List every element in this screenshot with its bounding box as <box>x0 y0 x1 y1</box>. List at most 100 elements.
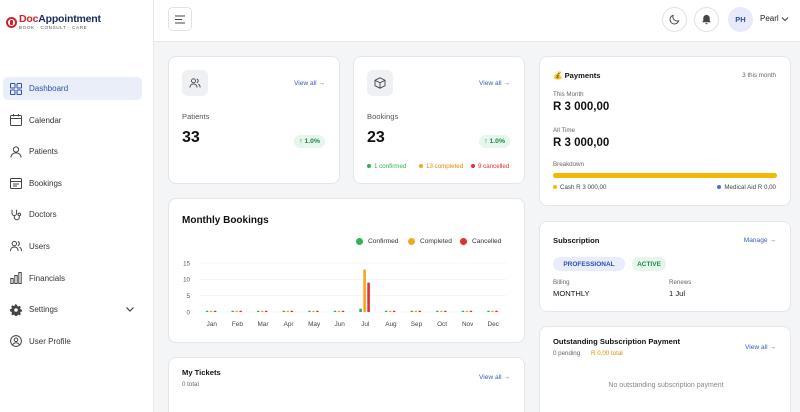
bookings-view-all-link[interactable]: View all → <box>478 80 510 87</box>
x-tick-label: Aug <box>385 321 397 328</box>
x-tick-label: Sep <box>411 321 423 328</box>
tickets-title: My Tickets <box>182 368 221 377</box>
sidebar-item-users[interactable]: Users <box>3 235 142 258</box>
bar-cancelled-apr <box>290 310 294 312</box>
this-month-label: This Month <box>553 91 584 98</box>
x-tick-label: Dec <box>488 321 500 328</box>
sidebar-item-label: Users <box>29 241 50 251</box>
sidebar-item-patients[interactable]: Patients <box>3 140 142 163</box>
sidebar-item-label: Financials <box>29 273 66 283</box>
sidebar-item-calendar[interactable]: Calendar <box>3 109 142 132</box>
chevron-down-icon <box>126 307 134 313</box>
this-month-value: R 3 000,00 <box>553 101 610 113</box>
bar-cancelled-aug <box>392 310 396 312</box>
legend-completed: Completed <box>408 238 452 245</box>
bar-cancelled-jun <box>341 310 345 312</box>
calendar-icon <box>10 114 22 127</box>
brand-name-part1: Doc <box>19 13 39 25</box>
chevron-down-icon[interactable] <box>781 16 789 22</box>
avatar[interactable]: PH <box>728 7 753 32</box>
x-tick-label: Jun <box>335 321 346 328</box>
bookings-bar-chart: 0 5 10 15 Jan Feb Mar Apr May Jun Jul Aug Sep Oct Nov D… <box>183 260 506 328</box>
gear-icon <box>10 303 22 316</box>
bell-icon <box>702 14 711 25</box>
sidebar-item-label: Doctors <box>29 210 57 220</box>
subscription-title: Subscription <box>553 236 600 245</box>
top-header: PH Pearl <box>154 0 800 42</box>
legend-cancelled: Cancelled <box>460 238 501 245</box>
payments-title: 💰 Payments <box>553 71 601 80</box>
all-time-label: All Time <box>553 127 576 134</box>
patients-change-badge: ↑ 1.0% <box>294 135 325 148</box>
medical-aid-amount: Medical Aid R 0,00 <box>717 184 776 191</box>
patients-count: 33 <box>182 129 200 146</box>
sidebar-item-financials[interactable]: Financials <box>3 267 142 290</box>
sidebar-item-user-profile[interactable]: User Profile <box>3 330 142 353</box>
manage-subscription-link[interactable]: Manage → <box>743 237 776 244</box>
user-name[interactable]: Pearl <box>760 14 779 23</box>
renews-label: Renews <box>669 279 692 286</box>
outstanding-pending: 0 pending <box>553 350 581 357</box>
x-tick-label: Apr <box>284 321 295 328</box>
bar-completed-aug <box>388 310 392 312</box>
outstanding-view-all-link[interactable]: View all → <box>744 344 776 351</box>
bar-cancelled-may <box>316 310 319 312</box>
bar-completed-oct <box>440 310 443 312</box>
menu-toggle-button[interactable] <box>168 7 192 31</box>
notifications-button[interactable] <box>694 7 719 32</box>
bar-confirmed-oct <box>436 310 439 312</box>
sidebar-item-dashboard[interactable]: Dashboard <box>3 77 142 100</box>
bookings-icon <box>10 178 22 190</box>
bar-completed-nov <box>465 310 469 312</box>
sidebar-item-label: Calendar <box>29 115 62 125</box>
bar-completed-mar <box>260 310 264 312</box>
hamburger-icon <box>175 15 185 23</box>
brand-tagline: BOOK · CONSULT · CARE <box>19 24 88 30</box>
breakdown-label: Breakdown <box>553 161 584 168</box>
brand-logo[interactable]: DocAppointment BOOK · CONSULT · CARE <box>6 14 101 30</box>
bar-cancelled-jan <box>213 310 217 312</box>
payments-card: 💰 Payments 3 this month This Month R 3 0… <box>539 56 791 206</box>
patients-icon <box>10 146 22 158</box>
bookings-card: View all → Bookings 23 ↑ 1.0% 1 confirme… <box>353 56 525 184</box>
bar-completed-jul <box>363 269 366 312</box>
bar-cancelled-jul <box>367 282 370 312</box>
dashboard-icon <box>10 82 22 95</box>
bar-confirmed-nov <box>461 310 465 312</box>
bookings-cancelled-count: 9 cancelled <box>471 163 509 170</box>
bar-cancelled-dec <box>495 310 498 312</box>
bar-cancelled-feb <box>239 310 242 312</box>
bar-completed-feb <box>235 310 238 312</box>
tickets-view-all-link[interactable]: View all → <box>478 374 510 381</box>
sidebar-item-doctors[interactable]: Doctors <box>3 203 142 226</box>
bar-completed-apr <box>286 310 290 312</box>
patients-view-all-link[interactable]: View all → <box>293 80 325 87</box>
billing-value: MONTHLY <box>553 289 590 298</box>
sidebar-item-settings[interactable]: Settings <box>3 298 142 321</box>
sidebar: DocAppointment BOOK · CONSULT · CARE Das… <box>0 0 154 412</box>
breakdown-bar <box>553 173 777 178</box>
bar-confirmed-apr <box>282 310 286 312</box>
bookings-completed-count: 13 completed <box>419 163 463 170</box>
box-icon <box>367 70 393 96</box>
sidebar-item-bookings[interactable]: Bookings <box>3 172 142 195</box>
x-tick-label: Nov <box>462 321 474 328</box>
x-tick-label: Jan <box>207 321 218 328</box>
outstanding-title: Outstanding Subscription Payment <box>553 337 680 346</box>
y-tick-label: 15 <box>183 260 190 267</box>
bar-chart-icon <box>10 272 22 285</box>
bookings-change-badge: ↑ 1.0% <box>479 135 510 148</box>
patients-label: Patients <box>182 112 210 121</box>
renews-value: 1 Jul <box>669 289 686 298</box>
outstanding-total: R 0,00 total <box>591 350 623 357</box>
bar-completed-jun <box>337 310 341 312</box>
bar-confirmed-jul <box>359 308 362 312</box>
x-tick-label: May <box>308 321 321 328</box>
chart-title: Monthly Bookings <box>182 215 269 226</box>
y-tick-label: 5 <box>187 293 191 300</box>
x-tick-label: Feb <box>232 321 243 328</box>
brand-name-part2: Appointment <box>38 13 101 25</box>
user-circle-icon <box>10 335 22 348</box>
bookings-count: 23 <box>367 129 385 146</box>
theme-toggle-button[interactable] <box>662 7 687 32</box>
